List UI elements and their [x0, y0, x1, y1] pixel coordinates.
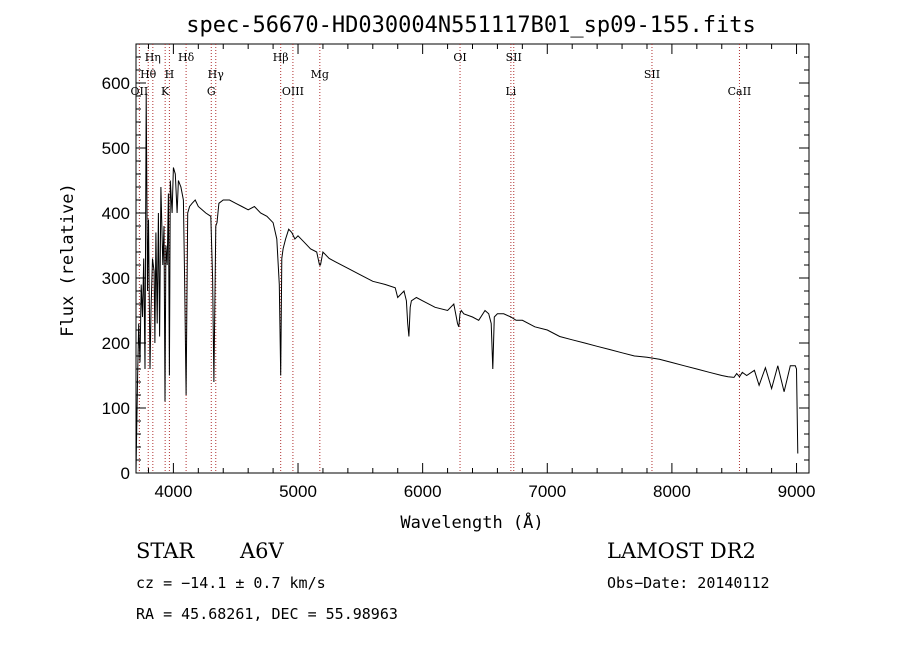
survey-name: LAMOST DR2 — [607, 539, 756, 563]
chart-title: spec-56670-HD030004N551117B01_sp09-155.f… — [186, 13, 756, 38]
coordinates: RA = 45.68261, DEC = 55.98963 — [136, 605, 398, 623]
line-label-14: SII — [644, 68, 660, 81]
x-tick-label: 7000 — [528, 482, 566, 501]
y-tick-label: 400 — [102, 204, 130, 223]
spectral-line-markers — [138, 44, 740, 473]
redshift-info: cz = −14.1 ± 0.7 km/s — [136, 574, 326, 592]
x-tick-label: 4000 — [154, 482, 192, 501]
line-label-4: K — [161, 85, 170, 98]
line-label-15: CaII — [728, 85, 752, 98]
line-label-3: H — [165, 68, 175, 81]
y-tick-label: 0 — [121, 464, 130, 483]
line-label-8: Hβ — [273, 51, 289, 64]
line-label-5: Hδ — [178, 51, 195, 64]
x-tick-label: 9000 — [778, 482, 816, 501]
y-tick-label: 300 — [102, 269, 130, 288]
line-label-1: Hθ — [140, 68, 157, 81]
line-label-13: Li — [505, 85, 516, 98]
plot-frame — [135, 43, 810, 474]
y-axis-ticks: 0 100 200 300 400 500 600 — [102, 56, 809, 483]
x-axis-ticks: 4000 5000 6000 7000 8000 9000 — [147, 44, 816, 501]
x-tick-label: 8000 — [653, 482, 691, 501]
x-axis-label: Wavelength (Å) — [400, 511, 543, 533]
line-label-7: G — [207, 85, 216, 98]
object-class: STAR — [136, 539, 195, 563]
observation-date: Obs−Date: 20140112 — [607, 574, 770, 592]
line-label-10: OIII — [282, 85, 304, 98]
spectral-line-labels: Hη Hθ OII HK Hδ Hγ G Hβ Mg OIII OI SII Li SII CaII — [131, 51, 752, 98]
spectrum-line — [135, 92, 799, 474]
y-tick-label: 600 — [102, 74, 130, 93]
y-tick-label: 200 — [102, 334, 130, 353]
line-label-12: SII — [506, 51, 522, 64]
line-label-11: OI — [453, 51, 466, 64]
line-label-9: Mg — [311, 68, 329, 81]
y-tick-label: 100 — [102, 399, 130, 418]
line-label-6: Hγ — [208, 68, 225, 81]
line-label-2: OII — [131, 85, 149, 98]
object-subclass: A6V — [239, 539, 285, 563]
x-tick-label: 6000 — [404, 482, 442, 501]
y-axis-label: Flux (relative) — [58, 183, 78, 337]
y-tick-label: 500 — [102, 139, 130, 158]
x-tick-label: 5000 — [279, 482, 317, 501]
line-label-0: Hη — [145, 51, 161, 64]
